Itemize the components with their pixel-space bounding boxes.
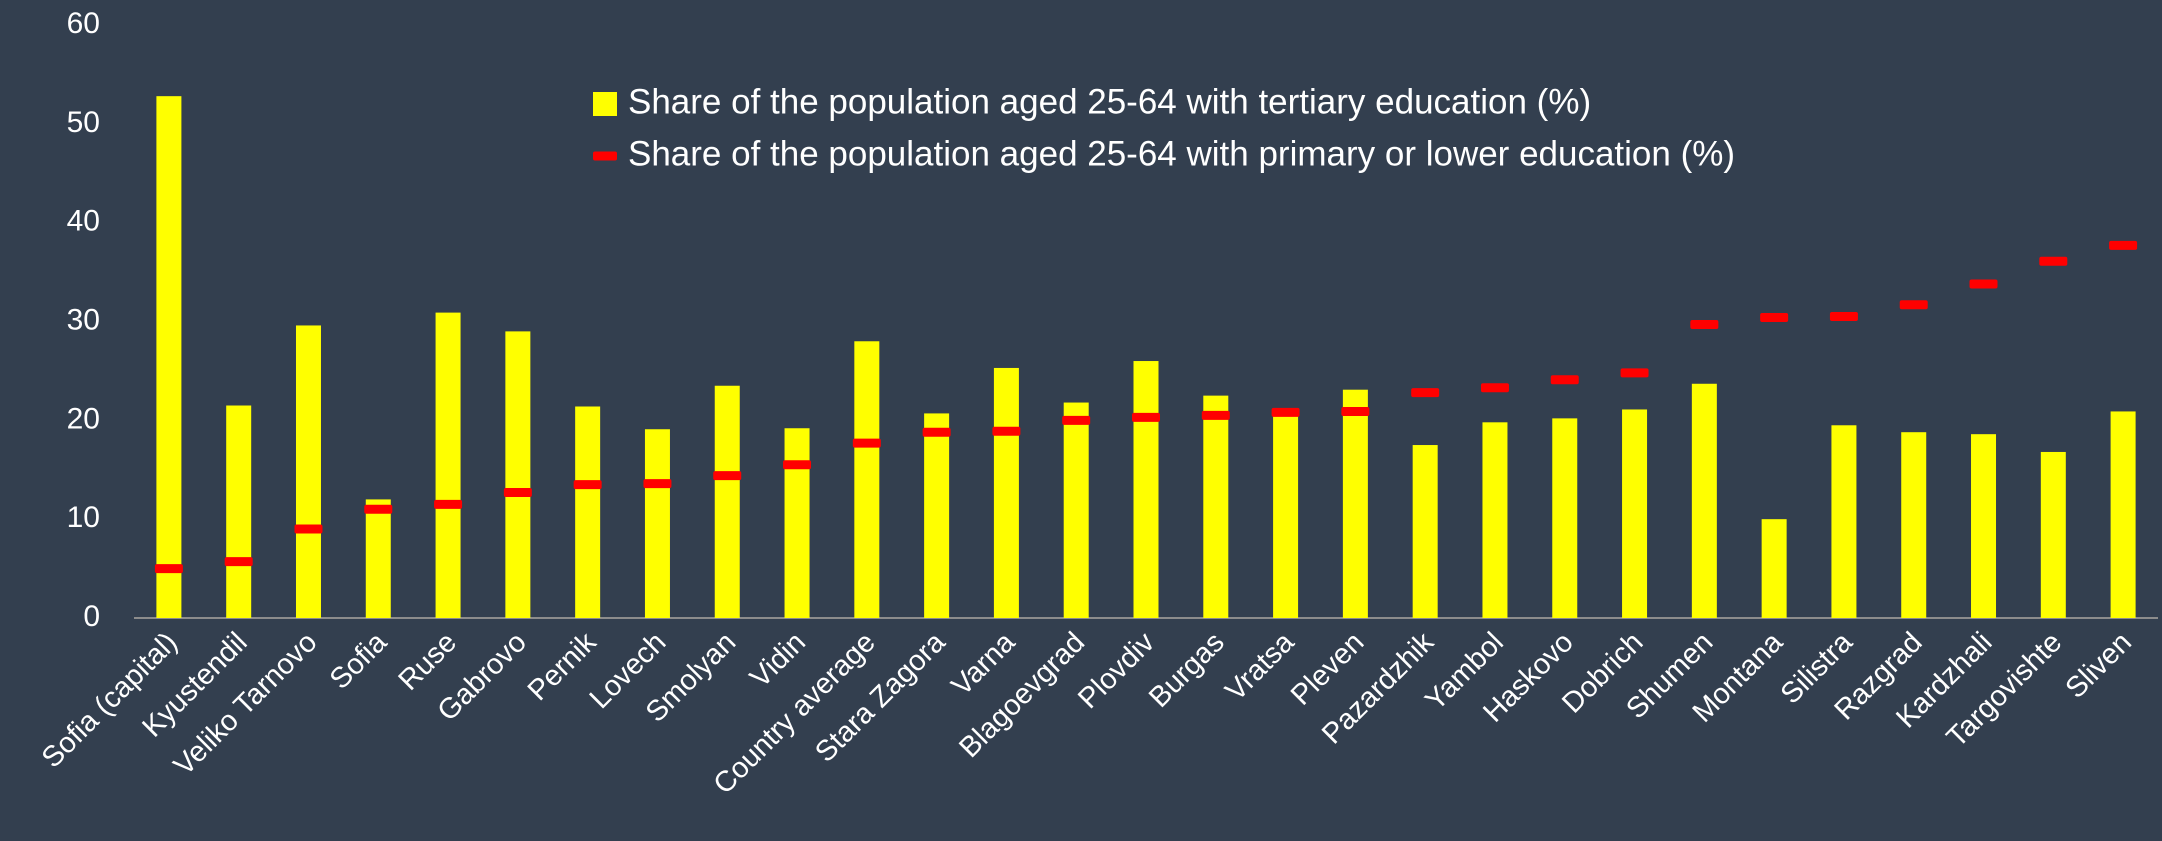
bar bbox=[644, 429, 670, 618]
bar bbox=[156, 96, 182, 618]
bar bbox=[435, 312, 461, 618]
bar bbox=[784, 428, 810, 618]
bar bbox=[1901, 432, 1927, 618]
marker bbox=[364, 504, 393, 514]
marker bbox=[852, 438, 881, 448]
legend-label: Share of the population aged 25-64 with … bbox=[628, 82, 1591, 121]
bar bbox=[1552, 418, 1578, 618]
marker bbox=[1271, 407, 1300, 417]
marker bbox=[224, 557, 253, 567]
y-tick-label: 30 bbox=[67, 303, 100, 336]
bar bbox=[226, 405, 252, 618]
bar bbox=[2040, 451, 2066, 618]
bar bbox=[1482, 422, 1508, 618]
bar bbox=[1133, 361, 1159, 618]
bar bbox=[1971, 434, 1997, 618]
bar bbox=[1412, 445, 1438, 618]
marker bbox=[1201, 410, 1230, 420]
marker bbox=[294, 524, 323, 534]
marker bbox=[503, 487, 532, 497]
marker bbox=[2109, 240, 2138, 250]
marker bbox=[922, 427, 951, 437]
marker bbox=[1132, 412, 1160, 422]
marker bbox=[2039, 256, 2068, 266]
marker bbox=[154, 564, 183, 574]
marker bbox=[1899, 300, 1928, 310]
bar bbox=[1273, 410, 1299, 618]
y-tick-label: 20 bbox=[67, 402, 100, 435]
bar bbox=[1691, 383, 1717, 618]
legend-swatch bbox=[593, 92, 617, 116]
marker bbox=[1969, 279, 1998, 289]
bar bbox=[1063, 402, 1089, 618]
x-tick-label: Plovdiv bbox=[1072, 626, 1161, 715]
bar bbox=[505, 331, 531, 618]
y-tick-label: 40 bbox=[67, 205, 100, 238]
bar bbox=[1203, 395, 1229, 618]
bar bbox=[924, 413, 950, 618]
bar bbox=[295, 325, 321, 618]
marker bbox=[992, 426, 1021, 436]
marker bbox=[1480, 383, 1509, 393]
marker bbox=[713, 471, 742, 481]
bar bbox=[714, 385, 740, 618]
marker bbox=[1341, 406, 1370, 416]
legend-label: Share of the population aged 25-64 with … bbox=[628, 134, 1735, 173]
bar bbox=[1831, 425, 1857, 618]
marker bbox=[1829, 312, 1858, 322]
x-tick-label: Vratsa bbox=[1219, 626, 1301, 708]
marker bbox=[783, 460, 812, 470]
marker bbox=[434, 499, 463, 509]
marker bbox=[1550, 375, 1579, 385]
bar bbox=[1761, 519, 1787, 618]
marker bbox=[1411, 388, 1440, 398]
x-tick-label: Burgas bbox=[1143, 626, 1231, 714]
bar bbox=[1342, 389, 1368, 618]
marker bbox=[573, 480, 602, 490]
bar bbox=[575, 406, 601, 618]
marker bbox=[1690, 319, 1719, 329]
marker bbox=[1760, 313, 1789, 323]
marker bbox=[1062, 415, 1091, 425]
x-tick-label: Sofia bbox=[324, 626, 394, 696]
marker bbox=[643, 479, 672, 489]
x-tick-label: Sliven bbox=[2060, 626, 2138, 704]
bar bbox=[1622, 409, 1648, 618]
bar bbox=[2110, 411, 2136, 618]
y-tick-label: 0 bbox=[83, 600, 100, 633]
bar bbox=[993, 367, 1019, 618]
marker bbox=[1620, 368, 1649, 378]
y-tick-label: 60 bbox=[67, 7, 100, 40]
y-tick-label: 50 bbox=[67, 106, 100, 139]
bar bbox=[854, 341, 880, 618]
legend-swatch bbox=[593, 151, 617, 161]
y-tick-label: 10 bbox=[67, 501, 100, 534]
bar bbox=[365, 499, 391, 618]
